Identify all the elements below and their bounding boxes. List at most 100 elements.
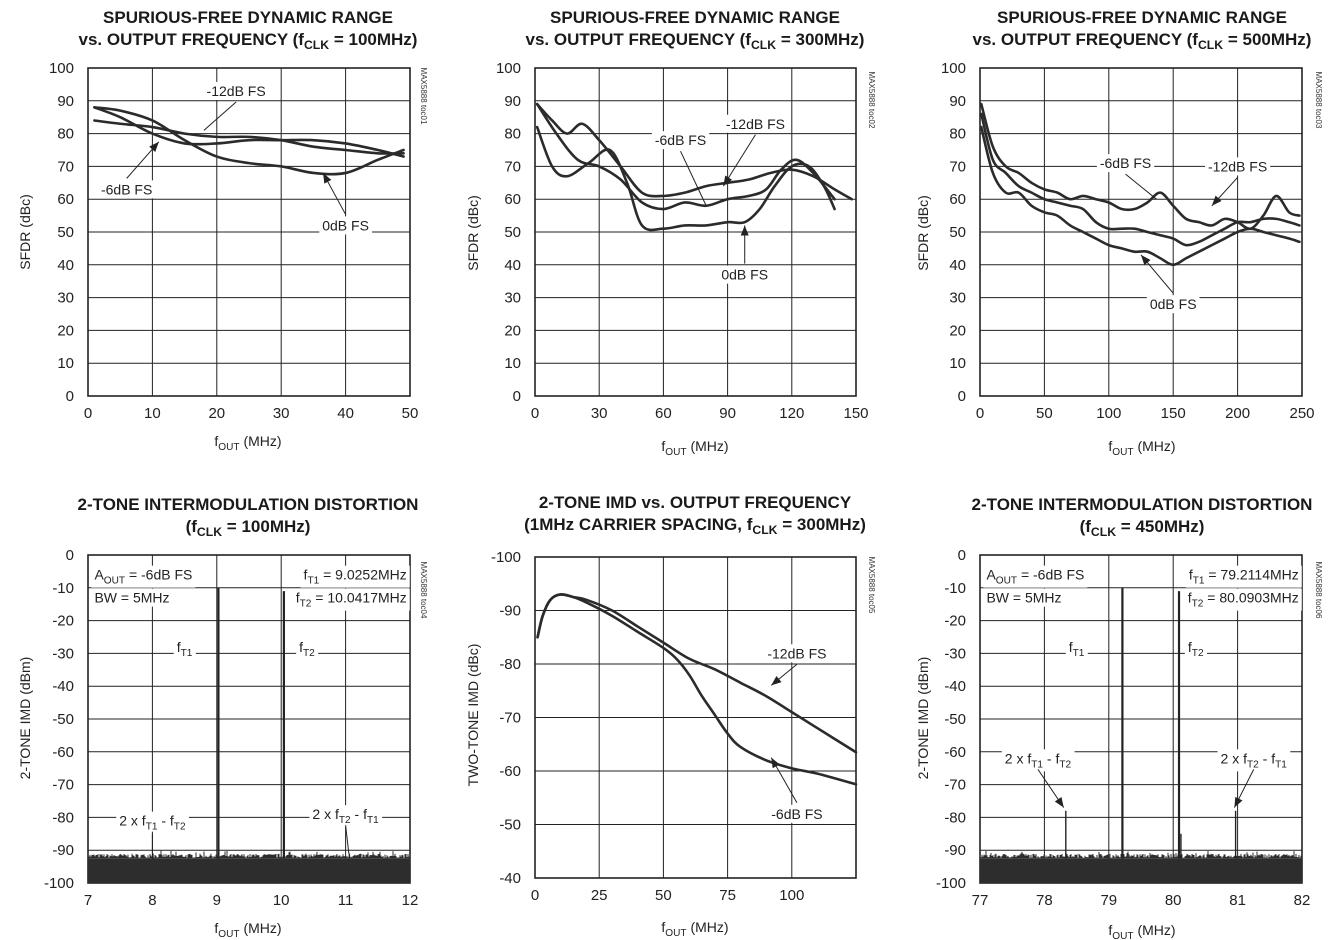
annotation-label: -12dB FS [767,645,826,661]
plot-frame [534,556,857,879]
chart-imd-450mhz: 2-TONE INTERMODULATION DISTORTION (fCLK​… [915,495,1323,940]
annotation-bg [983,588,1065,607]
annotation-bg [1184,637,1207,660]
y-tick-label: 30 [57,290,74,307]
x-axis-label: fOUT​ (MHz) [661,438,728,458]
annotation-label: 2 x fT1​ - fT2​ [119,813,186,833]
x-tick-label: 25 [591,887,608,904]
x-tick-label: 30 [591,405,608,422]
annotation-bg [319,216,372,235]
y-tick-label: -80 [499,656,521,673]
chart-title-line2: (fCLK​ = 450MHz) [1080,517,1205,539]
y-tick-label: 50 [949,224,966,241]
y-tick-label: 50 [504,224,521,241]
annotation-label: 2 x fT1​ - fT2​ [1005,750,1072,770]
x-tick-label: 100 [779,887,804,904]
annotation-label: AOUT​ = -6dB FS [986,567,1084,587]
y-tick-label: -80 [944,809,966,826]
annotation-label: -6dB FS [1100,155,1151,171]
x-tick-label: 8 [148,892,156,909]
x-tick-label: 9 [213,892,221,909]
y-tick-label: -50 [499,817,521,834]
annotation-label: 0dB FS [721,267,768,283]
x-tick-label: 20 [208,405,225,422]
y-tick-label: -100 [936,875,966,892]
x-tick-label: 7 [84,892,92,909]
y-tick-label: 100 [49,60,74,77]
y-tick-label: 30 [949,290,966,307]
annotation-label: -6dB FS [655,132,706,148]
y-tick-label: -10 [52,580,74,597]
x-axis-label: fOUT​ (MHz) [214,920,281,940]
x-tick-label: 200 [1225,405,1250,422]
plot-frame [87,67,411,397]
annotation-bg [983,565,1088,588]
chart-imd-vs-fout: 2-TONE IMD vs. OUTPUT FREQUENCY (1MHz CA… [465,493,876,939]
annotation-label: 0dB FS [322,217,369,233]
annotation-label: 2 x fT2​ - fT1​ [312,806,379,826]
y-tick-label: 10 [504,355,521,372]
y-tick-label: 90 [504,93,521,110]
y-tick-label: -70 [52,777,74,794]
annotation-bg [1205,157,1271,176]
y-tick-label: -50 [944,711,966,728]
chart-title-line1: 2-TONE IMD vs. OUTPUT FREQUENCY [539,493,852,512]
annotation-bg [1184,588,1302,611]
series-line [979,125,1301,267]
y-tick-label: 40 [949,257,966,274]
x-tick-label: 11 [338,892,354,909]
chart-sfdr-500mhz: SPURIOUS-FREE DYNAMIC RANGE vs. OUTPUT F… [915,8,1323,458]
y-tick-label: 10 [57,355,74,372]
y-tick-label: -10 [944,580,966,597]
y-tick-label: -50 [52,711,74,728]
annotation-bg [91,565,196,588]
annotation-arrowhead [1211,195,1222,206]
y-tick-label: 80 [949,126,966,143]
annotation-label: fT1​ [177,639,193,659]
y-tick-label: -60 [499,763,521,780]
chart-title-line1: SPURIOUS-FREE DYNAMIC RANGE [550,8,840,27]
annotation-label: fT2​ [1188,639,1204,659]
annotation-bg [173,637,196,660]
annotation-label: -12dB FS [1208,158,1267,174]
annotation-bg [651,131,710,150]
annotation-leader [345,825,350,854]
x-tick-label: 80 [1165,892,1182,909]
annotation-bg [1065,637,1088,660]
annotation-bg [116,811,189,834]
y-tick-label: 0 [958,388,966,405]
x-axis-label: fOUT​ (MHz) [1108,438,1175,458]
y-tick-label: -30 [52,645,74,662]
annotation-label: -12dB FS [207,83,266,99]
annotation-bg [722,114,788,133]
y-tick-label: -40 [52,678,74,695]
y-axis-label: SFDR (dBc) [465,195,481,270]
x-tick-label: 50 [1036,405,1053,422]
annotation-arrowhead [771,675,782,686]
annotation-leader [1125,173,1157,200]
y-tick-label: 60 [504,191,521,208]
chart-title-line2: vs. OUTPUT FREQUENCY (fCLK​ = 300MHz) [526,30,865,52]
series-line [93,119,405,155]
series-line [535,102,836,211]
y-tick-label: -20 [944,613,966,630]
annotation-label: fT1​ = 9.0252MHz [304,567,407,587]
annotation-bg [1146,295,1200,314]
y-tick-label: 40 [504,257,521,274]
chart-sfdr-300mhz: SPURIOUS-FREE DYNAMIC RANGE vs. OUTPUT F… [465,8,876,458]
annotation-label: fT1​ [1069,639,1085,659]
annotation-arrowhead [1054,797,1064,808]
x-tick-label: 0 [976,405,984,422]
annotation-bg [309,805,383,828]
y-tick-label: -100 [44,875,74,892]
y-axis-label: 2-TONE IMD (dBm) [915,657,931,780]
x-tick-label: 81 [1229,892,1246,909]
y-tick-label: 60 [949,191,966,208]
x-tick-label: 50 [655,887,672,904]
y-tick-label: -40 [944,678,966,695]
x-tick-label: 0 [84,405,92,422]
annotation-label: fT2​ = 80.0903MHz [1188,590,1299,610]
y-tick-label: -60 [944,744,966,761]
annotation-arrowhead [771,757,780,769]
x-tick-label: 10 [144,405,161,422]
